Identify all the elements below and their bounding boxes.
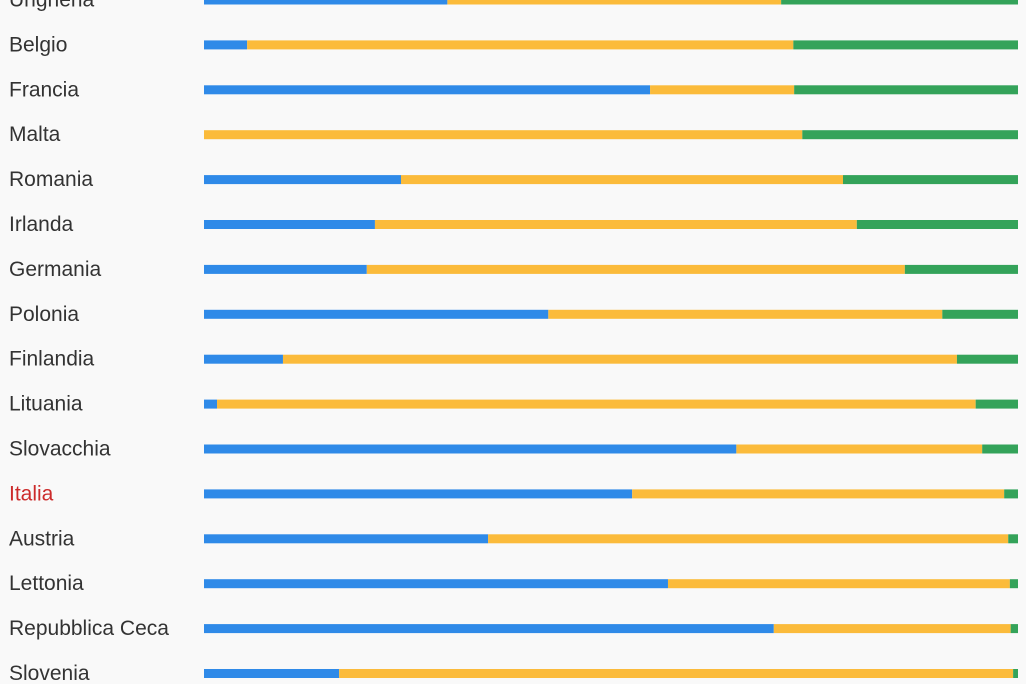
category-label: Germania <box>9 258 102 281</box>
bar-segment <box>204 399 218 409</box>
category-label: Finlandia <box>9 348 95 371</box>
bar-segment <box>447 0 782 5</box>
bar-segment <box>802 130 1018 140</box>
category-label: Polonia <box>9 303 79 326</box>
bar-segment <box>204 669 340 678</box>
category-label: Lettonia <box>9 572 84 595</box>
category-label: Slovacchia <box>9 438 111 461</box>
category-label: Irlanda <box>9 213 74 236</box>
bar-segment <box>856 220 1018 229</box>
bar-segment <box>548 309 943 319</box>
bar-segment <box>904 264 1018 274</box>
category-label: Malta <box>9 123 61 146</box>
bar-segment <box>204 175 401 185</box>
bar-segment <box>400 175 843 185</box>
bar-segment <box>650 85 795 95</box>
bar-segment <box>942 309 1018 319</box>
bar-segment <box>217 399 976 409</box>
category-label: Belgio <box>9 33 67 56</box>
bar-segment <box>667 579 1010 589</box>
category-label: Francia <box>9 78 79 101</box>
category-label: Repubblica Ceca <box>9 617 169 640</box>
bar-segment <box>366 264 905 274</box>
bar-segment <box>781 0 1018 5</box>
bar-segment <box>975 399 1018 409</box>
bar-segment <box>204 579 668 589</box>
bar-segment <box>1008 534 1018 544</box>
bar-segment <box>204 534 489 544</box>
bar-segment <box>773 624 1011 634</box>
bar-segment <box>204 444 737 454</box>
bar-segment <box>204 264 367 274</box>
bar-segment <box>982 444 1018 454</box>
bar-segment <box>339 669 1014 678</box>
bar-segment <box>1009 579 1018 589</box>
bar-segment <box>247 40 794 50</box>
bar-segment <box>204 309 549 319</box>
bar-segment <box>632 489 1005 499</box>
category-label: Slovenia <box>9 662 90 684</box>
bar-segment <box>374 220 857 229</box>
bar-segment <box>794 85 1018 95</box>
bar-segment <box>793 40 1018 50</box>
bar-segment <box>204 0 448 5</box>
category-label: Romania <box>9 168 93 191</box>
bar-segment <box>204 489 633 499</box>
bar-segment <box>1013 669 1018 678</box>
bar-segment <box>204 40 248 50</box>
bar-segment <box>488 534 1009 544</box>
category-label: Lituania <box>9 393 83 416</box>
bar-segment <box>204 624 774 634</box>
bar-segment <box>204 130 803 140</box>
bar-segment <box>842 175 1018 185</box>
bar-segment <box>1010 624 1018 634</box>
bar-segment <box>204 354 283 364</box>
bar-segment <box>736 444 983 454</box>
bar-segment <box>204 220 375 229</box>
bar-segment <box>956 354 1018 364</box>
bar-segment <box>204 85 651 95</box>
category-label: Ungheria <box>9 0 95 12</box>
category-label: Italia <box>9 482 54 505</box>
bar-segment <box>282 354 957 364</box>
bar-segment <box>1004 489 1018 499</box>
category-label: Austria <box>9 527 75 550</box>
